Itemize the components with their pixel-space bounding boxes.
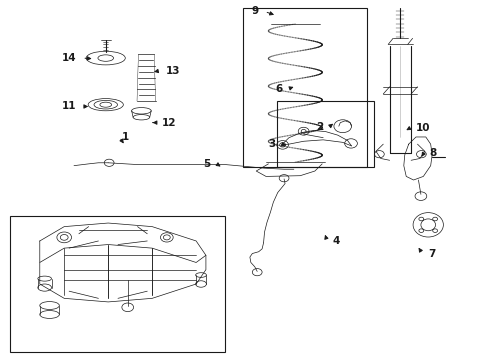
Text: 4: 4 — [333, 236, 341, 246]
Text: 9: 9 — [251, 6, 259, 17]
Text: 11: 11 — [62, 102, 76, 112]
Text: 1: 1 — [122, 132, 129, 142]
Bar — [10, 216, 225, 352]
Text: 7: 7 — [428, 248, 436, 258]
Bar — [243, 8, 367, 167]
Text: 3: 3 — [268, 139, 275, 149]
Text: 8: 8 — [430, 148, 437, 158]
Text: 2: 2 — [316, 122, 323, 132]
Text: 12: 12 — [162, 118, 176, 128]
Text: 14: 14 — [62, 53, 76, 63]
Text: 6: 6 — [276, 84, 283, 94]
Bar — [277, 101, 374, 167]
Text: 5: 5 — [203, 159, 211, 169]
Text: 13: 13 — [166, 66, 180, 76]
Text: 10: 10 — [416, 123, 431, 133]
